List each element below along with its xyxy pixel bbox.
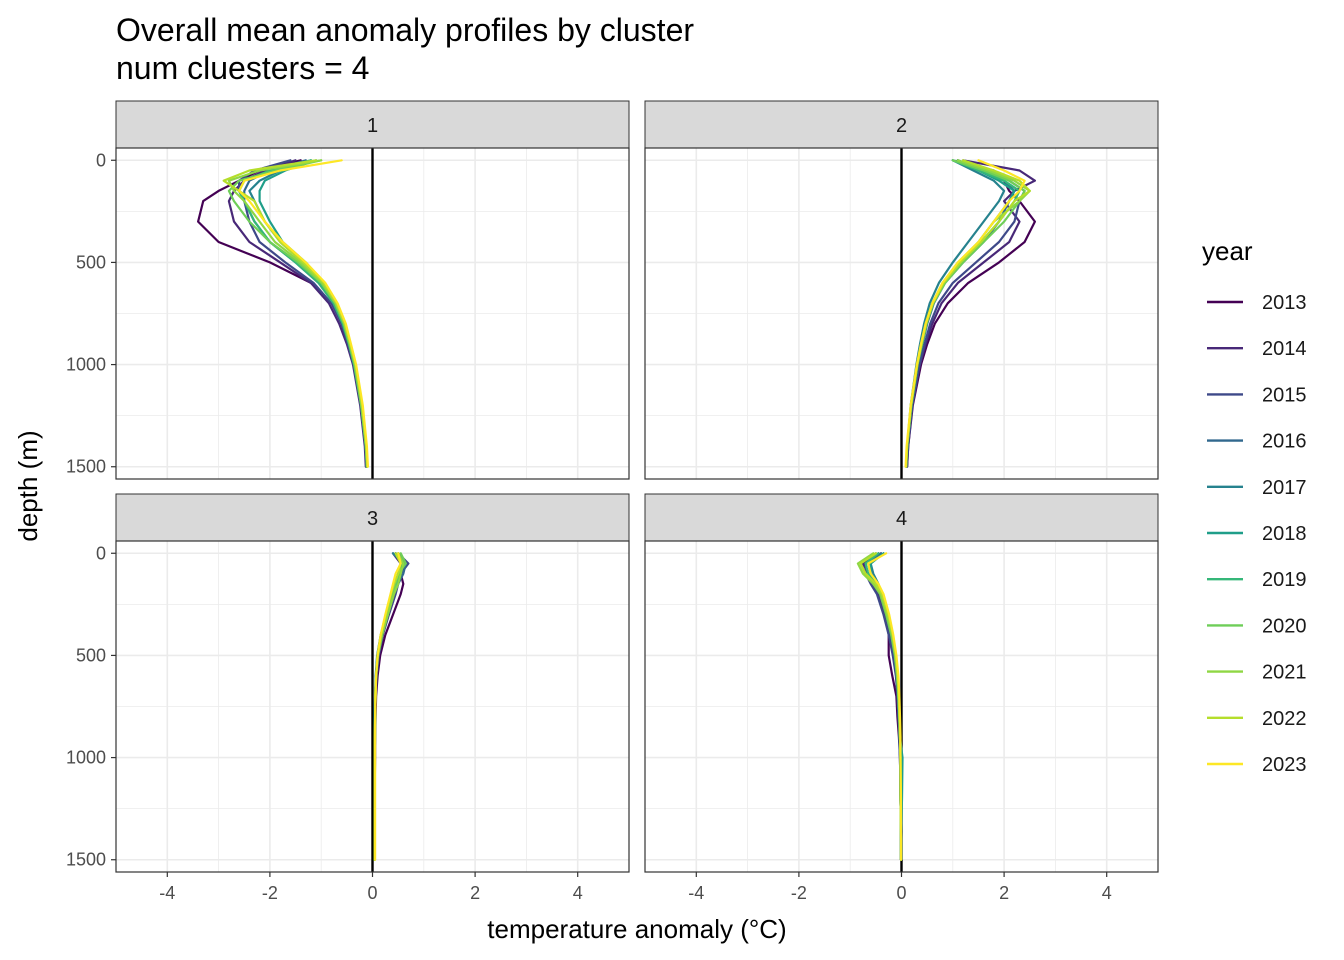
facet-panel-4: 4 -4 -2 0 2 4 bbox=[644, 493, 1159, 903]
chart-title-line-2: num cluesters = 4 bbox=[116, 50, 369, 86]
series-line-2023 bbox=[238, 159, 369, 468]
x-tick-label: 2 bbox=[470, 883, 480, 903]
legend-label: 2018 bbox=[1262, 523, 1307, 545]
panel-border bbox=[115, 147, 630, 480]
y-tick-label: 0 bbox=[96, 543, 106, 563]
legend-item-2014: 2014 bbox=[1207, 338, 1307, 360]
legend-title: year bbox=[1202, 236, 1253, 266]
panel-border bbox=[644, 147, 1159, 480]
facet-strip bbox=[644, 493, 1159, 542]
legend-label: 2022 bbox=[1262, 708, 1307, 730]
facet-panels: 1 0 500 1000 1500 2 3 0 500 1000 1500 -4 -2 0 2 4 4 -4 -2 0… bbox=[66, 100, 1159, 903]
x-tick-label: 4 bbox=[573, 883, 583, 903]
x-tick-label: 2 bbox=[999, 883, 1009, 903]
series-line-2023 bbox=[904, 159, 1026, 468]
y-tick-label: 1500 bbox=[66, 457, 106, 477]
x-tick-label: -2 bbox=[262, 883, 278, 903]
x-tick-label: 4 bbox=[1102, 883, 1112, 903]
legend-label: 2021 bbox=[1262, 662, 1307, 684]
y-tick-label: 1500 bbox=[66, 850, 106, 870]
legend-item-2013: 2013 bbox=[1207, 292, 1307, 314]
y-tick-label: 0 bbox=[96, 150, 106, 170]
facet-strip bbox=[115, 493, 630, 542]
legend-label: 2017 bbox=[1262, 477, 1307, 499]
x-tick-label: 0 bbox=[896, 883, 906, 903]
facet-panel-1: 1 0 500 1000 1500 bbox=[66, 100, 630, 480]
x-tick-label: -2 bbox=[791, 883, 807, 903]
legend-label: 2020 bbox=[1262, 615, 1307, 637]
facet-panel-3: 3 0 500 1000 1500 -4 -2 0 2 4 bbox=[66, 493, 630, 903]
legend-item-2019: 2019 bbox=[1207, 569, 1307, 591]
facet-strip-label: 4 bbox=[896, 508, 907, 530]
x-tick-label: -4 bbox=[159, 883, 175, 903]
legend-item-2016: 2016 bbox=[1207, 431, 1307, 453]
chart-title: Overall mean anomaly profiles by cluster… bbox=[116, 12, 694, 86]
legend-item-2020: 2020 bbox=[1207, 615, 1307, 637]
x-tick-label: 0 bbox=[367, 883, 377, 903]
facet-strip-label: 1 bbox=[367, 115, 378, 137]
legend-item-2023: 2023 bbox=[1207, 754, 1307, 776]
y-tick-label: 1000 bbox=[66, 355, 106, 375]
facet-strip-label: 2 bbox=[896, 115, 907, 137]
legend: year 2013 2014 2015 2016 2017 2018 2019 2020 202… bbox=[1202, 236, 1307, 776]
y-axis-title: depth (m) bbox=[13, 430, 43, 541]
chart-title-line-1: Overall mean anomaly profiles by cluster bbox=[116, 12, 694, 48]
facet-strip-label: 3 bbox=[367, 508, 378, 530]
legend-label: 2014 bbox=[1262, 338, 1307, 360]
legend-item-2017: 2017 bbox=[1207, 477, 1307, 499]
legend-label: 2015 bbox=[1262, 384, 1307, 406]
legend-label: 2013 bbox=[1262, 292, 1307, 314]
y-tick-label: 500 bbox=[76, 645, 106, 665]
series-line-2023 bbox=[867, 552, 903, 861]
legend-item-2021: 2021 bbox=[1207, 662, 1307, 684]
y-tick-label: 1000 bbox=[66, 748, 106, 768]
legend-label: 2019 bbox=[1262, 569, 1307, 591]
y-tick-label: 500 bbox=[76, 252, 106, 272]
x-tick-label: -4 bbox=[688, 883, 704, 903]
legend-item-2022: 2022 bbox=[1207, 708, 1307, 730]
facet-strip bbox=[115, 100, 630, 149]
facet-panel-2: 2 bbox=[644, 100, 1159, 480]
legend-item-2018: 2018 bbox=[1207, 523, 1307, 545]
legend-item-2015: 2015 bbox=[1207, 384, 1307, 406]
legend-label: 2023 bbox=[1262, 754, 1307, 776]
legend-label: 2016 bbox=[1262, 431, 1307, 453]
x-axis-title: temperature anomaly (°C) bbox=[487, 914, 786, 944]
series-line-2023 bbox=[374, 552, 402, 861]
